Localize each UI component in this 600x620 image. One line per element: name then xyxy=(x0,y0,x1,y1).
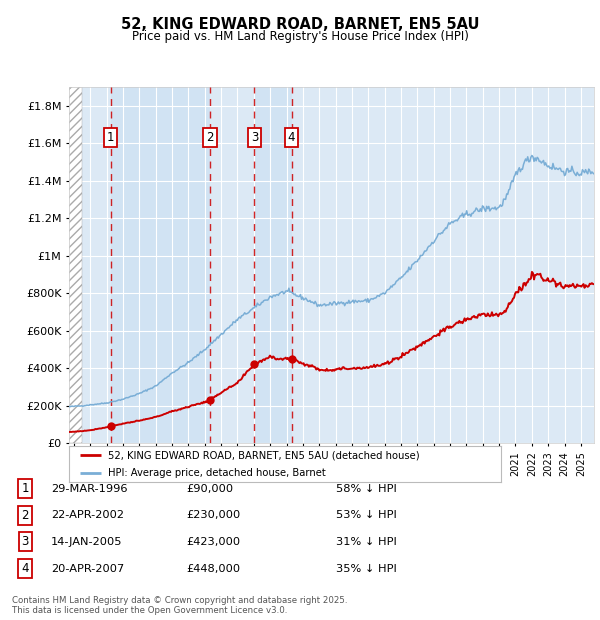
Text: 2: 2 xyxy=(206,131,214,144)
Text: 4: 4 xyxy=(288,131,295,144)
Text: £423,000: £423,000 xyxy=(186,537,240,547)
Text: 35% ↓ HPI: 35% ↓ HPI xyxy=(336,564,397,574)
Text: £448,000: £448,000 xyxy=(186,564,240,574)
Text: 53% ↓ HPI: 53% ↓ HPI xyxy=(336,510,397,520)
Text: 22-APR-2002: 22-APR-2002 xyxy=(51,510,124,520)
Bar xyxy=(110,87,210,443)
Text: 1: 1 xyxy=(107,131,114,144)
Text: HPI: Average price, detached house, Barnet: HPI: Average price, detached house, Barn… xyxy=(108,468,326,479)
Text: Price paid vs. HM Land Registry's House Price Index (HPI): Price paid vs. HM Land Registry's House … xyxy=(131,30,469,43)
Text: 1: 1 xyxy=(22,482,29,495)
Text: 58% ↓ HPI: 58% ↓ HPI xyxy=(336,484,397,494)
Text: 14-JAN-2005: 14-JAN-2005 xyxy=(51,537,122,547)
Bar xyxy=(69,87,82,443)
Text: 31% ↓ HPI: 31% ↓ HPI xyxy=(336,537,397,547)
Text: £90,000: £90,000 xyxy=(186,484,233,494)
Text: 52, KING EDWARD ROAD, BARNET, EN5 5AU (detached house): 52, KING EDWARD ROAD, BARNET, EN5 5AU (d… xyxy=(108,450,419,461)
Text: 29-MAR-1996: 29-MAR-1996 xyxy=(51,484,128,494)
Text: 2: 2 xyxy=(22,509,29,521)
Text: 52, KING EDWARD ROAD, BARNET, EN5 5AU: 52, KING EDWARD ROAD, BARNET, EN5 5AU xyxy=(121,17,479,32)
Text: 3: 3 xyxy=(251,131,258,144)
Text: 20-APR-2007: 20-APR-2007 xyxy=(51,564,124,574)
Text: £230,000: £230,000 xyxy=(186,510,240,520)
Text: Contains HM Land Registry data © Crown copyright and database right 2025.
This d: Contains HM Land Registry data © Crown c… xyxy=(12,596,347,615)
Text: 3: 3 xyxy=(22,536,29,548)
Text: 4: 4 xyxy=(22,562,29,575)
Bar xyxy=(254,87,292,443)
